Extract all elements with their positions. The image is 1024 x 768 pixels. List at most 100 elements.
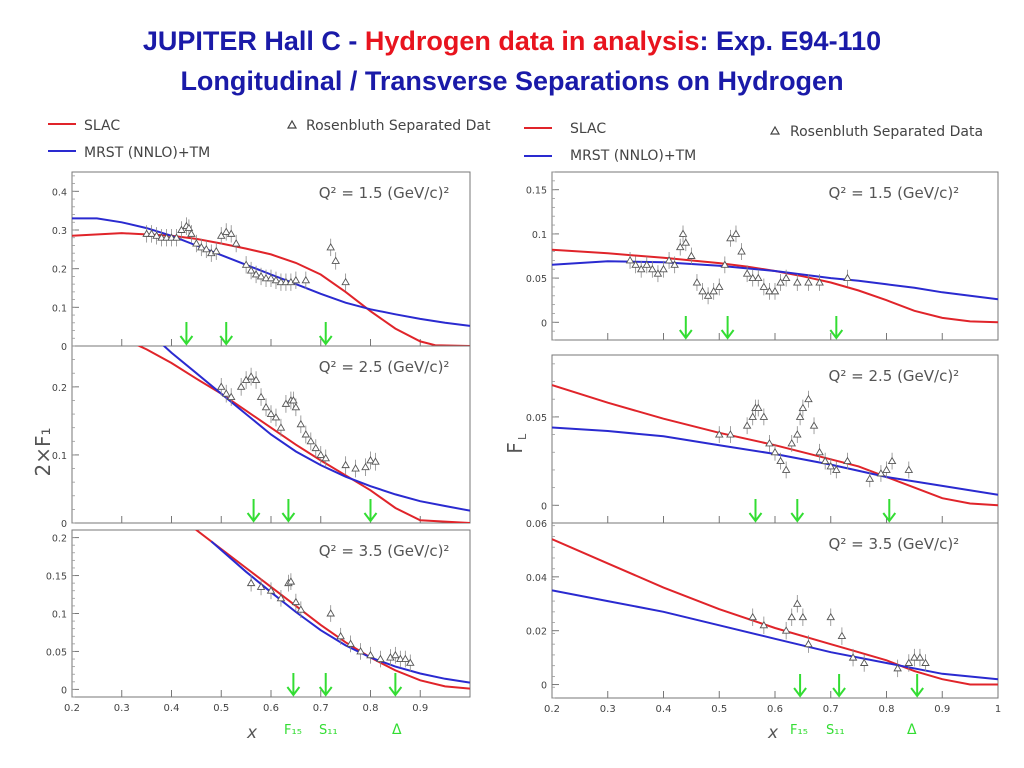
data-point: [221, 389, 231, 397]
data-point: [276, 277, 286, 286]
data-point: [266, 409, 276, 418]
y-tick-label: 0.05: [46, 647, 67, 658]
resonance-arrow-head: [286, 686, 301, 697]
data-point: [157, 233, 166, 241]
panel-left-middle: 0 0.1 0.2 Q² = 2.5 (GeV/c)²: [52, 345, 471, 530]
data-point: [276, 423, 286, 431]
data-point: [326, 243, 335, 251]
data-point: [276, 593, 286, 602]
data-point: [286, 577, 296, 585]
resonance-arrow-head: [720, 329, 735, 340]
data-point: [266, 586, 276, 594]
data-point: [311, 443, 321, 452]
data-point: [653, 269, 663, 277]
data-point: [795, 412, 805, 420]
y-tick-label: 0.2: [52, 383, 67, 394]
data-point: [865, 474, 875, 482]
data-point: [793, 599, 802, 607]
x-tick-label: 0.9: [412, 703, 428, 714]
resonance-s11-label-left: S₁₁: [319, 723, 338, 738]
data-point: [202, 244, 211, 253]
data-point: [904, 465, 914, 473]
data-point: [787, 612, 797, 621]
y-tick-label: 0: [61, 519, 67, 530]
data-point: [675, 242, 685, 251]
data-point: [742, 421, 752, 429]
triangle-icon: [769, 125, 781, 135]
legend-left: SLAC MRST (NNLO)+TM Rosenbluth Separated…: [48, 118, 491, 161]
data-point: [687, 251, 696, 259]
resonance-f15-label-right: F₁₅: [790, 723, 808, 738]
triangle-icon: [286, 119, 298, 129]
slide-title-line-2: Longitudinal / Transverse Separations on…: [180, 66, 844, 96]
data-point: [804, 639, 813, 648]
data-point: [376, 654, 385, 662]
data-point: [177, 225, 186, 233]
data-point: [781, 465, 791, 473]
resonance-arrow-head: [832, 687, 846, 698]
data-point: [770, 286, 780, 295]
data-point: [625, 256, 635, 264]
data-point: [748, 412, 757, 420]
data-point: [192, 239, 201, 247]
data-point: [804, 394, 813, 403]
title-suffix: : Exp. E94-110: [699, 26, 882, 56]
data-point: [187, 229, 196, 237]
data-point: [256, 392, 266, 401]
data-point: [793, 430, 802, 438]
data-point: [753, 403, 763, 412]
data-point: [709, 286, 718, 295]
slac-curve: [552, 538, 998, 686]
data-point: [306, 436, 316, 445]
data-point: [737, 247, 746, 255]
data-point: [291, 597, 301, 606]
data-point: [765, 439, 774, 447]
data-point: [301, 275, 311, 284]
data-point: [226, 392, 236, 401]
data-point: [748, 612, 757, 621]
data-point: [241, 260, 251, 268]
data-point: [391, 650, 400, 659]
data-point: [904, 658, 914, 666]
y-tick-label: 0.05: [526, 413, 547, 424]
data-point: [642, 260, 652, 268]
data-point: [726, 233, 735, 242]
data-point: [742, 269, 752, 277]
data-point: [859, 658, 869, 666]
data-point: [261, 273, 271, 282]
y-tick-label: 0.2: [52, 534, 67, 545]
right-y-axis-main: F: [503, 442, 527, 454]
data-point: [765, 286, 774, 295]
data-point: [142, 229, 151, 237]
data-point: [843, 456, 852, 465]
data-point: [698, 286, 707, 295]
data-point: [776, 456, 785, 465]
legend-mrst-label: MRST (NNLO)+TM: [570, 148, 696, 164]
data-point: [887, 456, 897, 465]
data-point: [659, 264, 668, 273]
data-point: [826, 612, 836, 621]
y-tick-label: 0.1: [532, 230, 547, 241]
x-tick-label: 0.2: [64, 703, 80, 714]
data-point: [231, 239, 241, 247]
resonance-arrow-head: [318, 686, 333, 697]
y-tick-label: 0.02: [526, 627, 547, 638]
data-point: [401, 654, 410, 662]
y-tick-label: 0.2: [52, 265, 67, 276]
resonance-arrow-head: [882, 512, 897, 523]
resonance-arrow-head: [318, 335, 333, 346]
data-point: [793, 278, 802, 286]
right-y-axis-label: F L: [503, 433, 529, 454]
data-point: [261, 402, 271, 411]
x-tick-label: 0.6: [767, 704, 783, 715]
data-point: [211, 246, 221, 255]
resonance-s11-label-right: S₁₁: [826, 723, 845, 738]
resonance-arrow-head: [790, 512, 805, 523]
data-point: [726, 430, 735, 438]
data-point: [678, 229, 688, 237]
y-tick-label: 0.15: [526, 186, 547, 197]
q2-annotation: Q² = 2.5 (GeV/c)²: [319, 358, 450, 376]
data-point: [826, 462, 836, 470]
data-point: [731, 229, 741, 237]
x-tick-label: 0.9: [934, 704, 950, 715]
